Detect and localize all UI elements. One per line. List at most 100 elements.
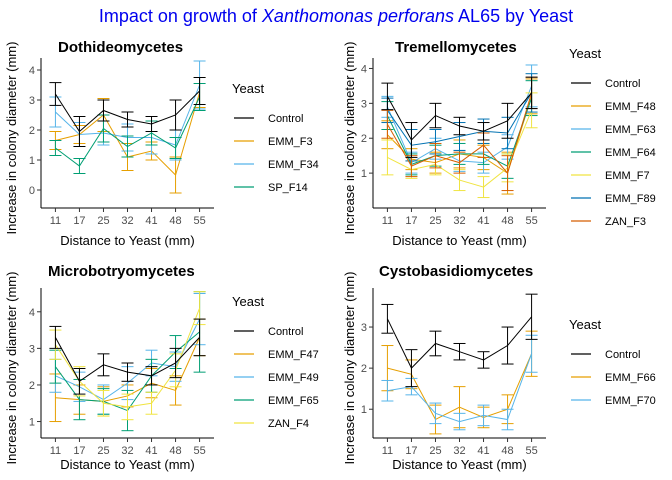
y-tick-label: 3 [361, 322, 367, 334]
y-tick-label: 2 [29, 125, 35, 137]
y-tick-label: 1 [29, 417, 35, 429]
error-bar [169, 347, 182, 379]
legend: Yeast Control EMM_F48 EMM_F63 EMM_F64 EMM_F7 E… [569, 46, 656, 228]
legend-label: EMM_F63 [605, 124, 656, 136]
x-tick-label: 25 [97, 215, 109, 227]
y-axis-label: Increase in colony diameter (mm) [4, 42, 19, 235]
error-bar [381, 139, 394, 176]
x-tick-label: 48 [501, 445, 513, 457]
legend-title: Yeast [569, 317, 601, 332]
legend-item: SP_F14 [234, 182, 308, 194]
x-tick-label: 41 [477, 445, 489, 457]
x-tick-label: 55 [525, 215, 537, 227]
x-tick-label: 32 [453, 445, 465, 457]
error-bar [501, 408, 514, 431]
x-tick-label: 32 [453, 215, 465, 227]
legend-item: Control [571, 349, 640, 361]
error-bar [169, 99, 182, 131]
legend-label: Control [605, 78, 640, 90]
error-bar [145, 391, 158, 415]
legend-item: ZAN_F3 [571, 216, 646, 228]
error-bar [453, 412, 466, 431]
y-axis-label: Increase in colony diameter (mm) [342, 42, 357, 235]
y-tick-label: 4 [361, 63, 367, 75]
legend-item: Control [571, 78, 640, 90]
x-tick-label: 25 [429, 445, 441, 457]
error-bar [73, 367, 86, 395]
series-control [381, 76, 538, 158]
series-control [49, 77, 206, 147]
legend-label: ZAN_F4 [268, 418, 309, 430]
error-bar [121, 135, 134, 158]
legend-label: ZAN_F3 [605, 216, 646, 228]
legend-label: Control [268, 113, 303, 125]
error-bar [501, 102, 514, 139]
y-tick-label: 3 [361, 98, 367, 110]
x-tick-label: 11 [382, 215, 393, 227]
error-bar [477, 122, 490, 141]
legend-title: Yeast [569, 46, 601, 61]
x-tick-label: 11 [382, 445, 393, 457]
legend-label: EMM_F47 [268, 349, 319, 361]
error-bar [49, 82, 62, 106]
error-bar [525, 76, 538, 110]
legend-item: EMM_F7 [571, 170, 650, 182]
error-bar [97, 353, 110, 377]
error-bar [49, 140, 62, 156]
legend: Yeast Control EMM_F66 EMM_F70 [569, 317, 656, 407]
legend-item: Control [234, 326, 303, 338]
error-bar [73, 116, 86, 147]
legend: Yeast Control EMM_F47 EMM_F49 EMM_F65 ZAN_F4 [232, 294, 319, 430]
error-bar [145, 366, 158, 386]
error-bar [193, 318, 206, 357]
legend-item: EMM_F3 [234, 136, 313, 148]
x-tick-label: 17 [405, 215, 417, 227]
y-tick-label: 1 [29, 155, 35, 167]
y-axis-label: Increase in colony diameter (mm) [342, 272, 357, 465]
legend-label: EMM_F7 [605, 170, 650, 182]
chart-panel-4: Cystobasidiomycetes 1 2 3 11 17 25 32 41 48 55Dist… [342, 263, 656, 472]
error-bar [429, 402, 442, 425]
x-tick-label: 55 [525, 445, 537, 457]
legend-title: Yeast [232, 81, 264, 96]
panel-title: Cystobasidiomycetes [379, 263, 533, 280]
legend-item: EMM_F34 [234, 159, 319, 171]
error-bar [145, 116, 158, 132]
x-axis-label: Distance to Yeast (mm) [392, 457, 526, 472]
figure-title: Impact on growth of Xanthomonas perforan… [99, 6, 573, 26]
legend-item: EMM_F48 [571, 101, 656, 113]
chart-panel-1: Dothideomycetes 0 1 2 3 4 11 17 25 32 41 48 55 Distan… [4, 39, 319, 248]
legend-label: EMM_F48 [605, 101, 656, 113]
legend-label: EMM_F34 [268, 159, 319, 171]
x-tick-label: 48 [501, 215, 513, 227]
error-bar [381, 379, 394, 402]
error-bar [381, 82, 394, 111]
error-bar [121, 393, 134, 421]
x-tick-label: 32 [121, 215, 133, 227]
y-tick-label: 4 [29, 307, 35, 319]
x-tick-label: 48 [169, 215, 181, 227]
x-tick-label: 55 [193, 215, 205, 227]
x-tick-label: 25 [97, 445, 109, 457]
error-bar [477, 404, 490, 427]
error-bar [429, 142, 442, 169]
legend-item: ZAN_F4 [234, 418, 309, 430]
x-tick-label: 41 [145, 445, 157, 457]
legend-label: SP_F14 [268, 182, 308, 194]
error-bar [525, 293, 538, 340]
legend-item: EMM_F70 [571, 395, 656, 407]
x-tick-label: 11 [50, 215, 61, 227]
legend-item: EMM_F89 [571, 193, 656, 205]
legend-item: EMM_F66 [571, 372, 656, 384]
y-tick-label: 0 [29, 185, 35, 197]
legend-item: EMM_F63 [571, 124, 656, 136]
x-axis-label: Distance to Yeast (mm) [60, 233, 194, 248]
legend-label: Control [268, 326, 303, 338]
error-bar [501, 155, 514, 192]
legend-label: EMM_F64 [605, 147, 656, 159]
legend-label: EMM_F89 [605, 193, 656, 205]
chart-panel-2: Tremellomycetes 1 2 3 4 11 17 25 32 41 48 55 Distanc… [342, 39, 656, 248]
x-tick-label: 55 [193, 445, 205, 457]
panel-title: Dothideomycetes [58, 39, 183, 56]
